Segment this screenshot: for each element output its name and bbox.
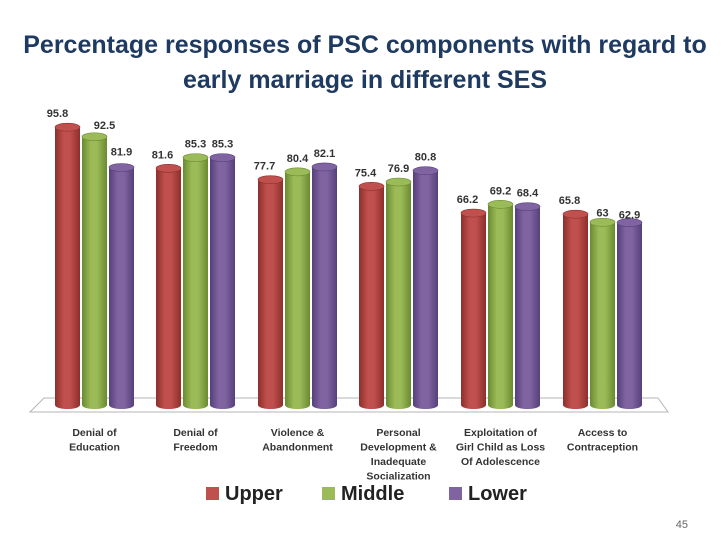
category-label-1: Denial of Freedom — [173, 427, 218, 454]
legend-swatch-middle — [322, 487, 335, 500]
bar-upper-4 — [461, 213, 486, 409]
category-labels: Denial of Education Denial of Freedom Violen… — [69, 427, 638, 483]
bar-upper-2 — [258, 179, 283, 409]
bars-group — [54, 122, 643, 409]
bar-cap-upper-3 — [358, 182, 385, 191]
value-label-middle-5: 63 — [596, 207, 608, 219]
bar-upper-3 — [359, 186, 384, 409]
value-label-middle-4: 69.2 — [490, 185, 511, 197]
chart-title: Percentage responses of PSC components w… — [20, 28, 710, 98]
legend-swatch-upper — [206, 487, 219, 500]
bar-cap-middle-0 — [81, 132, 108, 142]
bar-lower-4 — [515, 206, 540, 409]
value-label-lower-1: 85.3 — [212, 139, 233, 151]
value-label-upper-2: 77.7 — [254, 161, 275, 173]
bar-upper-5 — [563, 214, 588, 409]
value-label-upper-3: 75.4 — [355, 167, 377, 179]
bar-cap-middle-5 — [589, 218, 616, 227]
title-line-2: early marriage in different SES — [182, 66, 548, 94]
bar-cap-upper-0 — [54, 122, 81, 132]
bar-lower-0 — [109, 167, 134, 409]
bar-cap-lower-4 — [514, 202, 541, 211]
value-label-middle-0: 92.5 — [94, 120, 115, 132]
bar-cap-lower-1 — [209, 153, 236, 162]
legend-label-middle: Middle — [341, 483, 404, 505]
bar-cap-lower-3 — [412, 166, 439, 175]
value-label-upper-0: 95.8 — [47, 108, 68, 120]
value-label-middle-1: 85.3 — [185, 139, 206, 151]
bar-cap-middle-3 — [385, 177, 412, 187]
category-label-4: Exploitation of Girl Child as Loss Of Adol… — [456, 427, 545, 468]
value-label-upper-5: 65.8 — [559, 195, 580, 207]
bar-upper-1 — [156, 168, 181, 409]
bar-lower-3 — [413, 170, 438, 409]
value-label-lower-4: 68.4 — [517, 188, 539, 200]
value-label-upper-4: 66.2 — [457, 194, 478, 206]
value-label-lower-2: 82.1 — [314, 148, 335, 160]
category-label-0: Denial of Education — [69, 427, 120, 454]
bar-middle-3 — [386, 181, 411, 409]
bar-cap-upper-4 — [460, 208, 487, 218]
bar-cap-lower-5 — [616, 218, 643, 227]
bar-cap-upper-1 — [155, 164, 182, 173]
value-label-lower-3: 80.8 — [415, 152, 436, 164]
bar-middle-4 — [488, 204, 513, 409]
page-number: 45 — [675, 519, 688, 531]
value-label-upper-1: 81.6 — [152, 149, 173, 161]
bar-middle-5 — [590, 222, 615, 409]
bar-cap-upper-5 — [562, 209, 589, 219]
legend-label-lower: Lower — [468, 483, 527, 505]
category-label-5: Access to Contraception — [567, 427, 638, 454]
value-labels: 95.8 81.6 77.7 75.4 66.2 65.8 92.5 85.3 80.4 76.9… — [47, 108, 640, 221]
bar-cap-upper-2 — [257, 175, 284, 184]
legend-swatch-lower — [449, 487, 462, 500]
bar-lower-1 — [210, 157, 235, 409]
bar-middle-0 — [82, 136, 107, 409]
category-label-3: Personal Development & Inadequate Socializa… — [360, 427, 437, 483]
bar-cap-lower-0 — [108, 163, 135, 172]
bar-lower-2 — [312, 166, 337, 409]
value-label-lower-0: 81.9 — [111, 146, 132, 158]
category-label-2: Violence & Abandonment — [262, 427, 333, 454]
value-label-middle-2: 80.4 — [287, 153, 309, 165]
bar-middle-2 — [285, 171, 310, 409]
bar-cap-lower-2 — [311, 162, 338, 172]
value-label-lower-5: 62.9 — [619, 210, 640, 222]
bar-lower-5 — [617, 222, 642, 409]
bar-upper-0 — [55, 127, 80, 409]
bar-cap-middle-4 — [487, 200, 514, 209]
title-line-1: Percentage responses of PSC components w… — [23, 31, 707, 59]
bar-middle-1 — [183, 157, 208, 409]
legend-label-upper: Upper — [225, 483, 283, 505]
legend: Upper Middle Lower — [206, 483, 527, 505]
bar-cap-middle-1 — [182, 153, 209, 162]
bar-cap-middle-2 — [284, 167, 311, 177]
value-label-middle-3: 76.9 — [388, 163, 409, 175]
